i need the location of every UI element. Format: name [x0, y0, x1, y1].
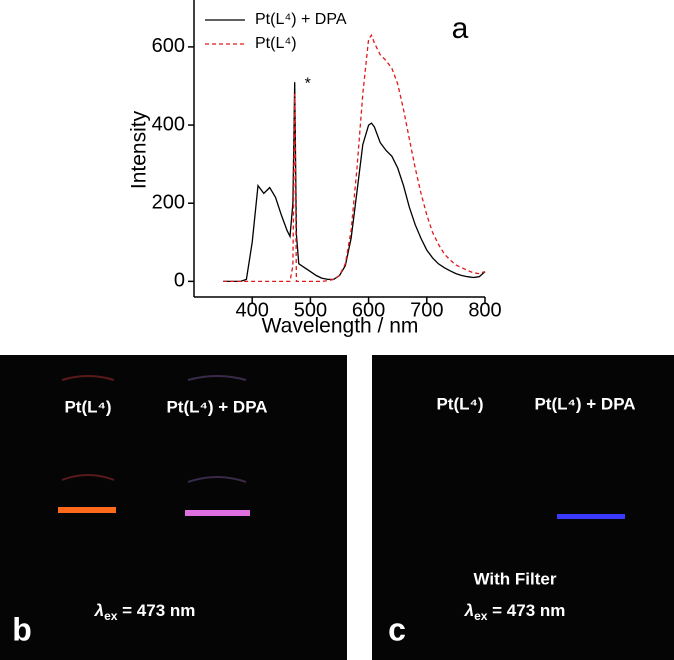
- y-tick-label: 600: [152, 35, 185, 57]
- emission-band: [185, 510, 250, 516]
- subscript: ex: [474, 609, 488, 623]
- vial-outline: [61, 375, 115, 481]
- lambda: λ: [94, 601, 104, 620]
- photo-b: Pt(L⁴) Pt(L⁴) + DPA λex = 473 nm b: [0, 355, 347, 660]
- series-line: [223, 82, 486, 283]
- series-line: [223, 33, 486, 283]
- panel-label: b: [12, 611, 32, 647]
- lambda: λ: [464, 601, 474, 620]
- excitation: = 473 nm: [117, 601, 195, 620]
- x-tick-label: 600: [352, 299, 385, 321]
- x-axis-label: Wavelength / nm: [262, 315, 419, 338]
- y-tick-label: 400: [152, 113, 185, 135]
- panel-label: c: [388, 611, 406, 647]
- excitation-label: λex = 473 nm: [94, 601, 196, 623]
- photo-c: Pt(L⁴) Pt(L⁴) + DPA With Filter λex = 47…: [372, 355, 674, 660]
- emission-band: [557, 514, 625, 519]
- annotation: *: [305, 75, 311, 92]
- photo-background: [0, 355, 347, 660]
- x-tick-label: 500: [294, 299, 327, 321]
- excitation-label: λex = 473 nm: [464, 601, 566, 623]
- y-axis-label: Intensity: [128, 110, 151, 189]
- filter-note: With Filter: [474, 569, 557, 588]
- sample-label: Pt(L⁴): [436, 394, 483, 413]
- sample-label: Pt(L⁴) + DPA: [166, 397, 267, 416]
- x-tick-label: 800: [468, 299, 501, 321]
- y-tick-label: 0: [174, 270, 185, 292]
- subscript: ex: [104, 609, 118, 623]
- vial-outline: [187, 375, 247, 483]
- sample-label: Pt(L⁴): [64, 397, 111, 416]
- panel-label: a: [452, 12, 469, 45]
- sample-label: Pt(L⁴) + DPA: [534, 394, 635, 413]
- legend-label: Pt(L⁴): [255, 35, 297, 52]
- emission-band: [58, 507, 116, 513]
- photo-background: [372, 355, 674, 660]
- y-tick-label: 200: [152, 191, 185, 213]
- excitation: = 473 nm: [487, 601, 565, 620]
- legend-label: Pt(L⁴) + DPA: [255, 11, 347, 28]
- x-tick-label: 400: [236, 299, 269, 321]
- x-tick-label: 700: [410, 299, 443, 321]
